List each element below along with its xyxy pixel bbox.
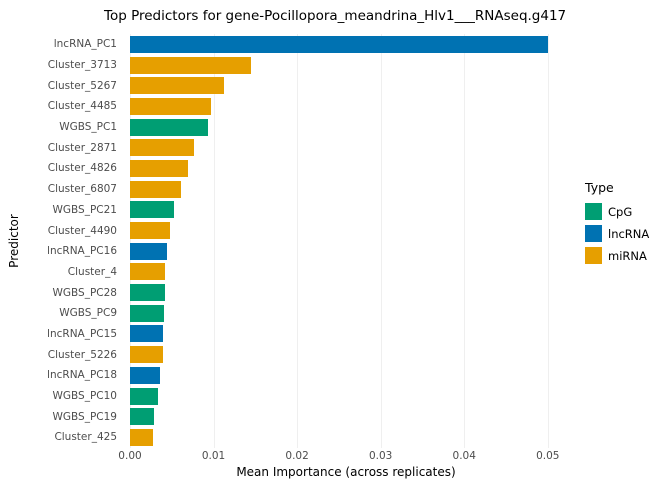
y-tick-label: Cluster_4: [67, 265, 117, 278]
y-tick-label: Cluster_4826: [47, 162, 117, 175]
bar-row: [130, 406, 562, 427]
bar-Cluster_5226: [130, 346, 163, 364]
y-tick-label: Cluster_5226: [47, 348, 117, 361]
y-tick-label: Cluster_2871: [47, 141, 117, 154]
bar-row: [130, 220, 562, 241]
bar-WGBS_PC10: [130, 387, 158, 405]
bar-lncRNA_PC18: [130, 366, 161, 384]
bar-WGBS_PC19: [130, 408, 155, 426]
y-axis-tick-labels: lncRNA_PC1 Cluster_3713 Cluster_5267 Cluste…: [0, 34, 124, 448]
y-tick-label: WGBS_PC21: [52, 203, 117, 216]
bar-row: [130, 344, 562, 365]
y-tick-label: Cluster_3713: [47, 59, 117, 72]
y-tick-label: lncRNA_PC18: [47, 369, 117, 382]
legend-entries: CpG lncRNA miRNA: [585, 203, 649, 264]
bar-lncRNA_PC1: [130, 35, 548, 53]
bar-row: [130, 117, 562, 138]
bar-Cluster_425: [130, 428, 154, 446]
bar-Cluster_6807: [130, 180, 181, 198]
legend-entry: lncRNA: [585, 225, 649, 242]
legend-label: CpG: [608, 204, 633, 219]
legend-title: Type: [585, 180, 614, 195]
x-tick-label: 0.01: [201, 450, 226, 462]
gridline: [130, 34, 131, 448]
bar-row: [130, 386, 562, 407]
bar-row: [130, 158, 562, 179]
gridline: [547, 34, 549, 448]
x-axis-title: Mean Importance (across replicates): [236, 465, 456, 479]
bar-Cluster_5267: [130, 77, 224, 95]
y-tick-label: Cluster_6807: [47, 183, 117, 196]
bar-WGBS_PC28: [130, 284, 166, 302]
legend-label: miRNA: [608, 248, 647, 263]
y-tick-label: WGBS_PC1: [59, 121, 117, 134]
y-tick-label: Cluster_425: [54, 431, 117, 444]
gridline: [213, 34, 215, 448]
legend-entry: CpG: [585, 203, 649, 220]
y-tick-label: WGBS_PC10: [52, 390, 117, 403]
bar-row: [130, 427, 562, 448]
bar-row: [130, 324, 562, 345]
legend-label: lncRNA: [608, 226, 650, 241]
bar-row: [130, 55, 562, 76]
bar-row: [130, 137, 562, 158]
bar-row: [130, 262, 562, 283]
bar-Cluster_3713: [130, 56, 252, 74]
x-tick-label: 0.02: [285, 450, 309, 462]
y-tick-label: Cluster_4485: [47, 100, 117, 113]
chart-title: Top Predictors for gene-Pocillopora_mean…: [104, 8, 567, 24]
bar-row: [130, 200, 562, 221]
bar-WGBS_PC9: [130, 304, 165, 322]
x-tick-label: 0.03: [368, 450, 393, 462]
gridline: [297, 34, 299, 448]
legend-entry: miRNA: [585, 247, 649, 264]
bar-row: [130, 282, 562, 303]
bar-row: [130, 303, 562, 324]
legend-swatch-CpG: [585, 203, 602, 220]
legend-swatch-lncRNA: [585, 225, 602, 242]
x-tick-label: 0.05: [536, 450, 560, 462]
bar-row: [130, 96, 562, 117]
x-tick-label: 0.04: [452, 450, 476, 462]
bar-Cluster_4490: [130, 222, 171, 240]
y-tick-label: WGBS_PC9: [59, 307, 117, 320]
y-tick-label: Cluster_5267: [47, 79, 117, 92]
y-tick-label: lncRNA_PC1: [53, 38, 117, 51]
bar-row: [130, 241, 562, 262]
x-tick-label: 0.00: [118, 450, 142, 462]
bar-lncRNA_PC16: [130, 242, 167, 260]
bar-WGBS_PC21: [130, 201, 175, 219]
y-tick-label: Cluster_4490: [47, 224, 117, 237]
y-tick-label: lncRNA_PC16: [47, 245, 117, 258]
bar-Cluster_4: [130, 263, 166, 281]
x-axis-tick-labels: 0.00 0.01 0.02 0.03 0.04 0.05: [0, 450, 672, 464]
bar-WGBS_PC1: [130, 118, 208, 136]
gridline: [380, 34, 382, 448]
bar-Cluster_2871: [130, 139, 194, 157]
gridline: [464, 34, 466, 448]
bar-lncRNA_PC15: [130, 325, 164, 343]
bar-Cluster_4485: [130, 97, 212, 115]
y-tick-label: WGBS_PC28: [52, 286, 117, 299]
bar-Cluster_4826: [130, 159, 189, 177]
bar-row: [130, 75, 562, 96]
bar-row: [130, 365, 562, 386]
legend: Type CpG lncRNA miRNA: [585, 180, 649, 269]
y-tick-label: WGBS_PC19: [52, 410, 117, 423]
plot-panel: [130, 34, 562, 448]
y-tick-label: lncRNA_PC15: [47, 327, 117, 340]
legend-swatch-miRNA: [585, 247, 602, 264]
bar-row: [130, 179, 562, 200]
bar-row: [130, 34, 562, 55]
